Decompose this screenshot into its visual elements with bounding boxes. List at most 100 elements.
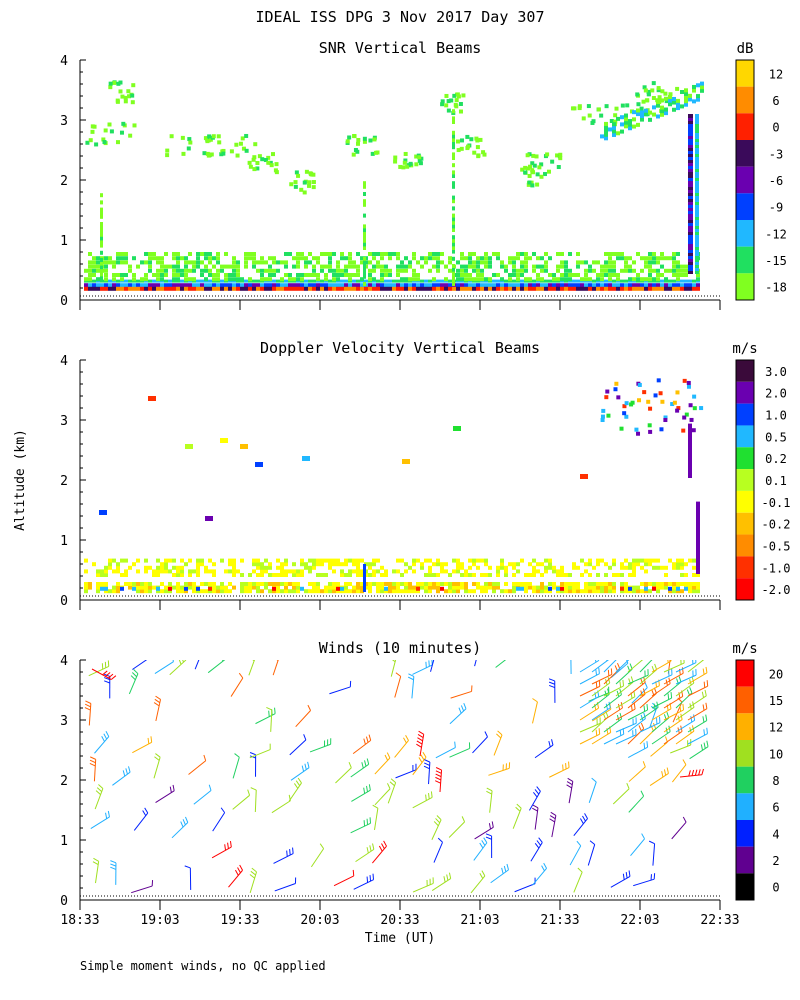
velocity-cell [696, 548, 700, 553]
velocity-cell [208, 589, 212, 594]
snr-cell [248, 283, 252, 288]
snr-cell [472, 264, 476, 269]
snr-cell [480, 268, 484, 273]
wind-barb-staff [627, 709, 648, 721]
snr-cell [253, 142, 258, 147]
snr-cell [432, 286, 436, 291]
y-tick-label: 3 [60, 714, 68, 729]
velocity-cell [332, 585, 336, 590]
velocity-cell [696, 559, 700, 564]
snr-cell [172, 268, 176, 273]
snr-cell [168, 264, 172, 269]
velocity-cell [653, 393, 658, 398]
snr-cell [508, 256, 512, 261]
wind-barb-flag [481, 870, 486, 877]
snr-cell [388, 283, 392, 288]
snr-cell [500, 264, 504, 269]
wind-barb-flag [549, 818, 555, 823]
snr-cell [304, 283, 308, 288]
snr-cell [500, 286, 504, 291]
velocity-cell [484, 582, 488, 586]
velocity-cell [456, 562, 460, 567]
snr-cell [496, 256, 500, 261]
snr-cell [268, 286, 272, 291]
snr-cell [234, 142, 239, 147]
snr-cell [452, 199, 455, 204]
snr-cell [368, 273, 372, 277]
velocity-cell [668, 558, 672, 563]
wind-barb-staff [603, 718, 622, 733]
snr-cell [696, 83, 700, 88]
wind-barb-flag [239, 864, 243, 871]
snr-cell [688, 180, 693, 184]
wind-barb-flag [178, 660, 182, 665]
velocity-cell [468, 565, 472, 570]
wind-barb-staff [355, 848, 375, 863]
velocity-cell [404, 585, 408, 590]
snr-cell [460, 256, 464, 261]
velocity-cell [544, 565, 548, 570]
snr-cell [252, 283, 256, 288]
snr-cell [456, 286, 460, 291]
snr-cell [496, 279, 500, 283]
wind-barb-flag [481, 840, 486, 846]
snr-cell [324, 277, 328, 282]
snr-cell [401, 165, 406, 170]
velocity-cell [112, 585, 116, 590]
velocity-cell [460, 565, 464, 570]
wind-barb-staff [309, 743, 331, 753]
snr-cell [100, 240, 103, 244]
wind-barb-staff [569, 845, 582, 866]
velocity-cell [504, 569, 508, 574]
velocity-cell [604, 562, 608, 567]
snr-cell [676, 273, 680, 277]
velocity-cell [464, 582, 468, 586]
velocity-cell [320, 589, 324, 594]
velocity-cell [348, 589, 352, 594]
velocity-cell [432, 573, 436, 577]
velocity-cell [344, 582, 348, 586]
snr-cell [384, 252, 388, 256]
snr-cell [307, 183, 312, 188]
snr-cell [452, 181, 455, 186]
velocity-cell [620, 589, 624, 594]
velocity-cell [120, 586, 124, 591]
snr-cell [324, 283, 328, 288]
velocity-cell [168, 569, 172, 574]
velocity-cell [328, 589, 332, 594]
snr-cell [260, 268, 264, 273]
snr-cell [164, 279, 168, 283]
velocity-cell [284, 582, 288, 586]
velocity-cell [472, 558, 476, 563]
snr-cell [452, 256, 455, 261]
wind-barb-flag [550, 811, 557, 816]
snr-cell [632, 268, 636, 273]
velocity-cell [688, 452, 692, 457]
velocity-cell [196, 569, 200, 574]
snr-cell [104, 264, 108, 269]
wind-barb-staff [431, 819, 442, 840]
snr-cell [695, 270, 699, 274]
snr-cell [652, 268, 656, 273]
velocity-cell [152, 573, 156, 577]
snr-cell [348, 283, 352, 288]
wind-barb-staff [615, 708, 636, 721]
snr-cell [684, 88, 688, 93]
velocity-cell [336, 558, 340, 563]
snr-cell [396, 279, 400, 283]
snr-cell [525, 166, 530, 171]
wind-barb-flag [705, 702, 708, 709]
velocity-cell [560, 573, 564, 577]
velocity-cell [192, 585, 196, 590]
snr-cell [308, 279, 312, 283]
snr-cell [269, 163, 274, 168]
wind-barb-staff [687, 685, 708, 697]
snr-cell [336, 277, 340, 282]
snr-cell [221, 148, 226, 153]
velocity-cell [652, 582, 656, 586]
snr-cell [616, 283, 620, 288]
snr-cell [608, 268, 612, 273]
snr-cell [140, 277, 144, 282]
velocity-cell [632, 585, 636, 590]
wind-barb-flag [384, 754, 389, 761]
